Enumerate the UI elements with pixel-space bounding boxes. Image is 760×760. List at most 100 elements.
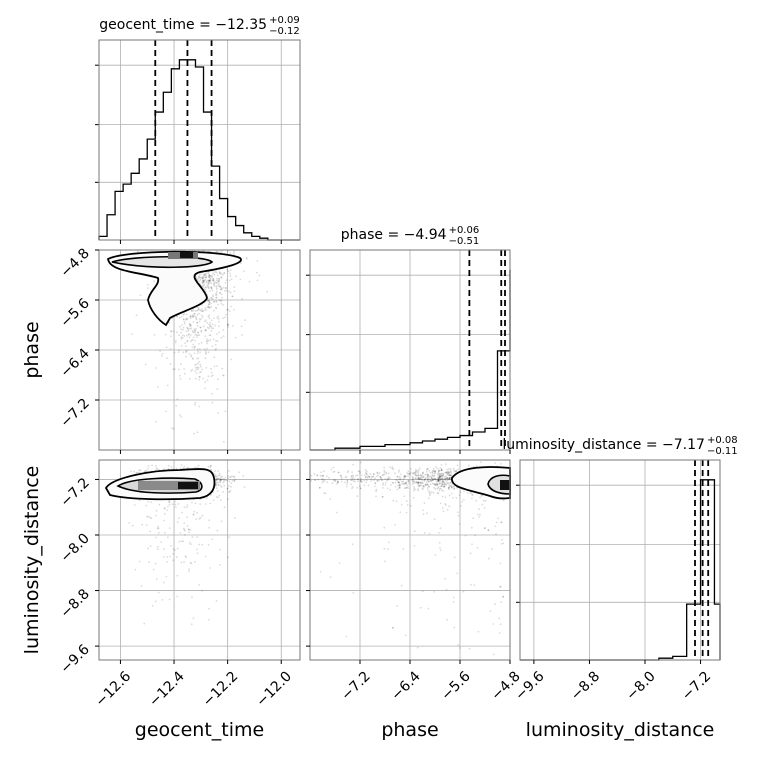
sample-point (419, 478, 422, 481)
sample-point (383, 471, 386, 473)
sample-point (230, 305, 232, 308)
sample-point (412, 472, 415, 475)
sample-point (441, 485, 443, 487)
sample-point (462, 498, 465, 501)
sample-point (204, 286, 207, 289)
sample-point (207, 287, 210, 290)
sample-point (411, 476, 414, 479)
sample-point (346, 483, 348, 485)
sample-point (450, 486, 453, 489)
sample-point (195, 334, 198, 337)
sample-point (211, 276, 213, 278)
sample-point (322, 474, 325, 477)
sample-point (322, 474, 325, 477)
sample-point (434, 484, 437, 487)
sample-point (170, 330, 173, 332)
sample-point (200, 330, 203, 333)
sample-point (211, 274, 213, 277)
sample-point (210, 325, 213, 328)
sample-point (208, 300, 211, 302)
sample-point (432, 467, 435, 470)
sample-point (440, 485, 443, 487)
sample-point (221, 475, 224, 478)
sample-point (423, 478, 426, 481)
sample-point (364, 476, 367, 479)
sample-point (387, 548, 389, 550)
sample-point (444, 477, 447, 480)
sample-point (155, 509, 158, 512)
sample-point (215, 290, 218, 293)
sample-point (227, 485, 230, 487)
sample-point (180, 331, 183, 334)
sample-point (139, 294, 142, 297)
sample-point (198, 343, 200, 345)
sample-point (183, 522, 186, 524)
sample-point (214, 294, 217, 296)
sample-point (448, 477, 451, 480)
sample-point (187, 328, 190, 331)
sample-point (411, 479, 414, 482)
sample-point (437, 486, 439, 489)
sample-point (446, 472, 448, 475)
sample-point (258, 274, 261, 277)
sample-point (352, 463, 354, 466)
sample-point (182, 351, 185, 354)
sample-point (381, 474, 384, 476)
sample-point (433, 478, 436, 480)
sample-point (439, 475, 442, 477)
sample-point (216, 340, 219, 342)
sample-point (195, 317, 197, 320)
sample-point (394, 478, 397, 481)
sample-point (147, 465, 150, 467)
title-main-geocent_time: geocent_time = −12.35 (99, 17, 267, 33)
sample-point (357, 478, 359, 481)
sample-point (414, 473, 416, 476)
sample-point (143, 470, 146, 473)
sample-point (166, 509, 169, 512)
sample-point (207, 282, 210, 284)
sample-point (427, 484, 430, 487)
sample-point (443, 485, 445, 488)
sample-point (158, 503, 161, 506)
sample-point (214, 343, 217, 346)
sample-point (326, 481, 329, 484)
sample-point (378, 472, 381, 474)
sample-point (179, 377, 182, 380)
sample-point (197, 366, 200, 369)
sample-point (310, 479, 312, 482)
sample-point (441, 507, 444, 509)
sample-point (398, 471, 400, 473)
sample-point (207, 299, 210, 302)
sample-point (432, 491, 435, 494)
sample-point (383, 526, 386, 529)
sample-point (323, 492, 326, 494)
sample-point (224, 479, 227, 482)
sample-point (133, 470, 135, 473)
sample-point (222, 491, 225, 493)
sample-point (225, 287, 228, 289)
sample-point (223, 479, 226, 481)
sample-point (192, 514, 195, 516)
sample-point (449, 481, 452, 484)
sample-point (242, 475, 245, 477)
sample-point (225, 287, 227, 289)
sample-point (164, 531, 166, 534)
sample-point (310, 474, 313, 477)
sample-point (412, 482, 415, 485)
sample-point (144, 363, 147, 366)
sample-point (204, 276, 206, 279)
sample-point (437, 480, 440, 483)
sample-point (495, 521, 498, 524)
sample-point (200, 276, 203, 278)
sample-point (449, 468, 452, 470)
sample-point (419, 606, 422, 609)
sample-point (185, 345, 187, 347)
sample-point (398, 486, 401, 489)
sample-point (191, 339, 194, 341)
sample-point (218, 331, 220, 334)
sample-point (193, 331, 196, 333)
sample-point (412, 478, 414, 480)
sample-point (220, 276, 223, 279)
sample-point (217, 484, 220, 486)
sample-point (175, 556, 178, 559)
